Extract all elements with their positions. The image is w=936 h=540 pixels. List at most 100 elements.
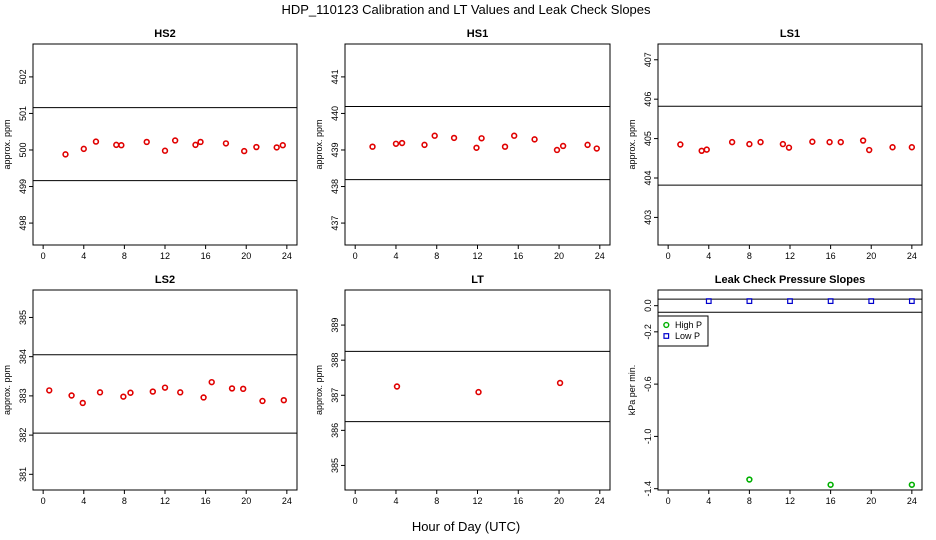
data-point (280, 396, 287, 404)
data-point (559, 142, 567, 150)
data-point (228, 385, 236, 392)
data-point (827, 298, 834, 305)
x-tick-label: 20 (241, 496, 251, 506)
y-tick-label: -0.2 (643, 324, 653, 340)
y-tick-label: 405 (643, 131, 653, 146)
data-point (908, 481, 916, 488)
data-point (450, 134, 458, 142)
x-tick-label: 24 (282, 496, 292, 506)
y-tick-label: 388 (330, 353, 340, 368)
x-tick-label: 16 (513, 251, 523, 261)
y-tick-label: 384 (18, 349, 28, 364)
panel-5: Leak Check Pressure Slopes kPa per min. 0 4… (627, 274, 923, 506)
data-point (908, 298, 915, 305)
y-axis-label: approx. ppm (627, 119, 637, 169)
y-tick-label: 385 (330, 458, 340, 473)
x-tick-label: 4 (706, 251, 711, 261)
plot-frame (344, 43, 611, 246)
x-tick-label: 24 (595, 496, 605, 506)
panel-4: LT approx. ppm 0 4 8 12 16 20 24 385 386 387 388 389 (314, 274, 611, 506)
data-point (46, 387, 53, 394)
panel-title: LS2 (155, 274, 175, 286)
y-tick-label: 382 (18, 428, 28, 443)
data-point (239, 385, 247, 393)
data-point (746, 298, 753, 305)
data-point (757, 138, 764, 146)
data-point (510, 132, 518, 139)
data-point (837, 138, 844, 146)
legend-label: Low P (675, 331, 700, 341)
y-tick-label: 500 (18, 142, 28, 157)
data-point (79, 399, 86, 407)
data-point (779, 140, 787, 148)
x-tick-label: 16 (826, 496, 836, 506)
data-point (421, 141, 428, 149)
y-tick-label: 439 (330, 142, 340, 157)
x-tick-label: 12 (160, 496, 170, 506)
data-point (241, 147, 248, 155)
x-tick-label: 0 (353, 251, 358, 261)
y-tick-label: 407 (643, 52, 653, 67)
data-point (908, 144, 916, 151)
x-tick-label: 20 (866, 496, 876, 506)
x-tick-label: 20 (241, 251, 251, 261)
data-point (746, 140, 753, 148)
data-point (80, 145, 87, 153)
panel-title: HS1 (467, 28, 488, 40)
y-tick-label: 404 (643, 170, 653, 185)
legend-label: High P (675, 320, 702, 330)
data-point (120, 393, 127, 400)
x-tick-label: 24 (907, 251, 917, 261)
data-point (785, 144, 793, 151)
panel-1: HS1 approx. ppm 0 4 8 12 16 20 24 437 438 439 440 441 (314, 28, 611, 261)
y-axis-label: approx. ppm (314, 365, 324, 415)
x-tick-label: 12 (785, 251, 795, 261)
x-axis-title: Hour of Day (UTC) (412, 519, 520, 534)
data-point (703, 146, 710, 153)
data-point (393, 383, 401, 390)
x-tick-label: 0 (666, 496, 671, 506)
data-point (531, 136, 538, 143)
y-tick-label: 389 (330, 318, 340, 333)
x-tick-label: 12 (160, 251, 170, 261)
x-tick-label: 8 (122, 496, 127, 506)
y-tick-label: 441 (330, 69, 340, 84)
data-point (827, 481, 834, 488)
y-tick-label: 381 (18, 467, 28, 482)
x-tick-label: 12 (472, 496, 482, 506)
y-tick-label: -1.4 (643, 481, 653, 497)
x-tick-label: 24 (282, 251, 292, 261)
x-tick-label: 0 (41, 496, 46, 506)
x-tick-label: 16 (826, 251, 836, 261)
data-point (92, 138, 100, 145)
x-tick-label: 8 (747, 251, 752, 261)
data-point (149, 388, 157, 395)
y-axis-label: approx. ppm (2, 119, 12, 169)
panel-3: LS2 approx. ppm 0 4 8 12 16 20 24 381 382 383 384 385 (2, 274, 298, 506)
y-tick-label: 0.0 (643, 299, 653, 312)
data-point (197, 138, 204, 146)
x-tick-label: 8 (747, 496, 752, 506)
data-point (431, 132, 438, 139)
data-point (705, 298, 712, 305)
y-tick-label: 502 (18, 69, 28, 84)
data-point (501, 143, 509, 150)
panel-title: Leak Check Pressure Slopes (715, 274, 865, 286)
y-axis-label: kPa per min. (627, 365, 637, 416)
data-point (177, 389, 184, 396)
y-tick-label: 501 (18, 106, 28, 121)
data-point (475, 388, 482, 396)
x-tick-label: 8 (434, 496, 439, 506)
figure-title: HDP_110123 Calibration and LT Values and… (281, 2, 651, 17)
y-tick-label: 498 (18, 216, 28, 231)
x-tick-label: 20 (554, 251, 564, 261)
data-point (398, 139, 406, 147)
data-point (96, 389, 104, 396)
x-tick-label: 16 (201, 251, 211, 261)
data-point (127, 389, 134, 396)
x-tick-label: 16 (513, 496, 523, 506)
y-tick-label: 387 (330, 388, 340, 403)
panel-title: HS2 (154, 28, 175, 40)
data-point (143, 138, 150, 146)
